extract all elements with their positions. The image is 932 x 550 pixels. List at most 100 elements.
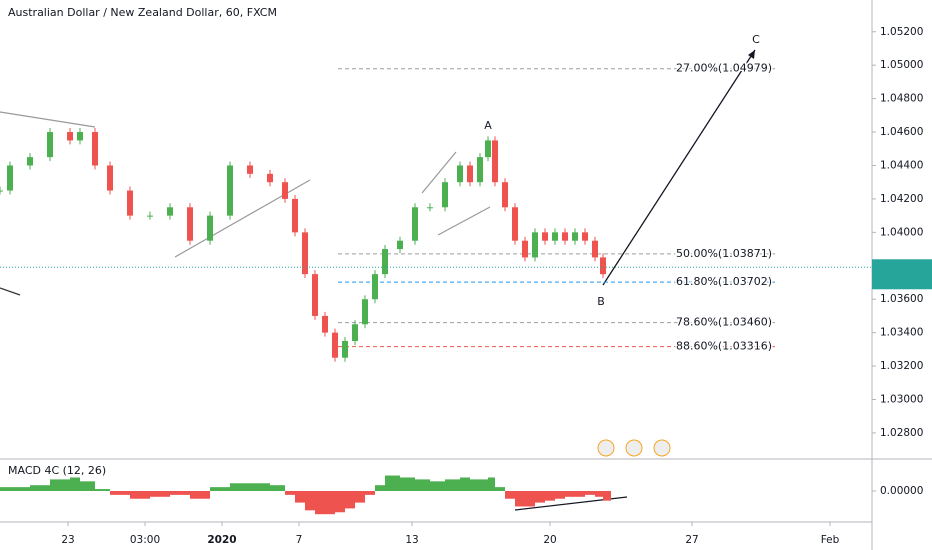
candle <box>247 165 253 174</box>
macd-bar <box>210 487 230 491</box>
macd-bar <box>495 487 505 491</box>
y-tick-label: 1.04800 <box>880 93 923 105</box>
macd-bar <box>285 491 295 495</box>
candle <box>512 207 518 241</box>
event-icon <box>597 439 615 457</box>
y-tick-label: 1.02800 <box>880 427 923 439</box>
macd-bar <box>325 491 335 515</box>
macd-bar <box>488 477 495 491</box>
macd-bar <box>70 477 80 491</box>
wave-label: C <box>752 33 760 46</box>
macd-bar <box>30 485 50 491</box>
fib-label: 61.80%(1.03702) <box>676 275 772 288</box>
candle <box>457 165 463 183</box>
x-tick-label: 23 <box>61 534 74 546</box>
macd-bar <box>555 491 565 499</box>
candle <box>77 132 83 141</box>
candle <box>282 182 288 199</box>
wave-arrow <box>602 49 756 286</box>
macd-bar <box>515 491 525 507</box>
candle <box>427 207 433 209</box>
candle <box>292 198 298 233</box>
candle <box>227 165 233 216</box>
candle <box>267 173 273 183</box>
fib-label: 27.00%(1.04979) <box>676 62 772 75</box>
candle <box>572 232 578 241</box>
fib-label: 50.00%(1.03871) <box>676 247 772 260</box>
candle <box>27 157 33 166</box>
macd-bar <box>95 489 110 491</box>
fib-label: 88.60%(1.03316) <box>676 340 772 353</box>
macd-bar <box>470 479 480 491</box>
macd-bar <box>295 491 305 503</box>
macd-bar <box>10 487 30 491</box>
candle <box>332 332 338 358</box>
candle <box>532 232 538 258</box>
y-tick-label: 1.05200 <box>880 26 923 38</box>
candle <box>207 215 213 241</box>
macd-bar <box>415 479 430 491</box>
macd-bar <box>445 479 460 491</box>
y-tick-label: 1.04400 <box>880 159 923 171</box>
trend-line <box>437 206 491 236</box>
x-tick-label: 03:00 <box>130 534 160 546</box>
candle <box>477 157 483 183</box>
candle <box>412 207 418 241</box>
candle <box>342 340 348 358</box>
candle <box>302 232 308 275</box>
candle <box>542 232 548 241</box>
macd-bar <box>170 491 190 495</box>
y-tick-label: 1.03200 <box>880 360 923 372</box>
candle <box>7 165 13 191</box>
y-tick-label: 1.03400 <box>880 327 923 339</box>
macd-bar <box>270 485 285 491</box>
candle <box>442 182 448 208</box>
macd-bar <box>545 491 555 501</box>
y-tick-label: 1.03000 <box>880 393 923 405</box>
candle <box>372 274 378 300</box>
y-tick-label: 1.04000 <box>880 226 923 238</box>
candle <box>0 190 3 192</box>
candle <box>485 140 491 158</box>
candle <box>382 249 388 275</box>
trend-line <box>0 287 21 296</box>
macd-bar <box>480 479 488 491</box>
candle <box>187 207 193 241</box>
macd-histogram <box>0 475 611 515</box>
macd-tick-label: 0.00000 <box>880 485 923 497</box>
macd-bar <box>305 491 315 511</box>
candle <box>312 274 318 316</box>
x-tick-label: 20 <box>543 534 556 546</box>
macd-bar <box>110 491 130 495</box>
x-tick-label: 2020 <box>207 534 236 546</box>
macd-bar <box>130 491 150 499</box>
wave-label: B <box>597 295 605 308</box>
candle <box>47 132 53 158</box>
y-tick-label: 1.05000 <box>880 59 923 71</box>
candle <box>107 165 113 191</box>
macd-bar <box>230 483 250 491</box>
trend-line <box>0 111 96 128</box>
candles <box>0 128 606 362</box>
arrow-head <box>748 50 755 59</box>
macd-bar <box>603 491 611 501</box>
x-tick-label: 27 <box>685 534 698 546</box>
y-tick-label: 1.04200 <box>880 193 923 205</box>
candle <box>352 324 358 341</box>
macd-bar <box>0 487 10 491</box>
macd-bar <box>575 491 585 497</box>
candle <box>582 232 588 241</box>
candle <box>67 132 73 141</box>
candle <box>600 257 606 275</box>
candle <box>467 165 473 183</box>
event-icon <box>653 439 671 457</box>
macd-bar <box>585 491 595 495</box>
chart-title: Australian Dollar / New Zealand Dollar, … <box>8 6 277 19</box>
candle <box>522 240 528 258</box>
macd-bar <box>335 491 345 513</box>
axis: 1.028001.030001.032001.034001.036001.038… <box>61 26 923 546</box>
macd-bar <box>460 477 470 491</box>
trend-line <box>421 151 457 194</box>
